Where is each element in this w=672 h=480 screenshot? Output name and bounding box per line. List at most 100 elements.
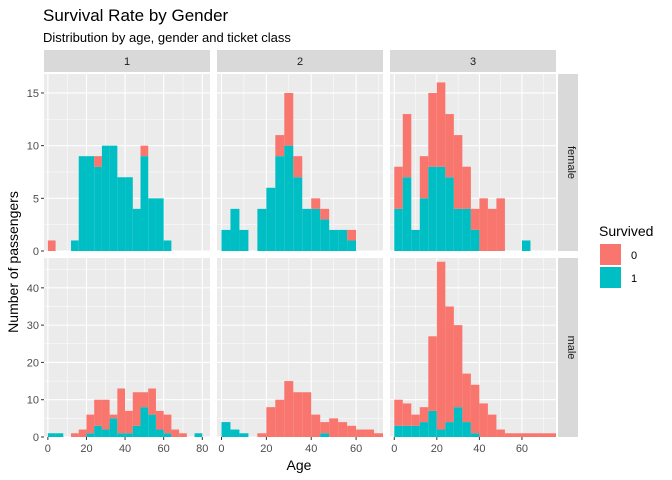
bar-survived: [402, 425, 412, 437]
bar-not-survived: [530, 433, 539, 437]
bar-not-survived: [293, 392, 303, 437]
bar-survived: [521, 240, 531, 251]
bar-survived: [55, 433, 64, 437]
bar-survived: [155, 198, 164, 251]
y-tick-label: 0: [33, 432, 39, 444]
x-tick-label: 0: [218, 443, 224, 455]
bar-not-survived: [479, 198, 488, 251]
x-tick-label: 60: [516, 443, 528, 455]
bar-not-survived: [428, 336, 437, 411]
bar-survived: [311, 208, 321, 251]
bar-survived: [394, 425, 403, 437]
bar-not-survived: [155, 410, 164, 430]
bar-survived: [293, 177, 303, 251]
bar-survived: [470, 433, 480, 437]
legend-label: 0: [631, 250, 637, 262]
panel-female-3: [390, 74, 556, 252]
bar-not-survived: [462, 166, 471, 209]
bar-survived: [338, 229, 348, 251]
x-tick-label: 60: [350, 443, 362, 455]
bar-not-survived: [538, 433, 548, 437]
bar-not-survived: [109, 414, 118, 419]
bar-not-survived: [496, 198, 505, 251]
bar-survived: [86, 433, 95, 437]
bar-not-survived: [78, 429, 87, 437]
bar-not-survived: [171, 429, 180, 437]
bar-survived: [117, 433, 126, 437]
bar-survived: [470, 229, 480, 251]
bar-not-survived: [419, 407, 429, 423]
bar-not-survived: [140, 145, 149, 157]
bar-survived: [140, 407, 149, 437]
bar-not-survived: [347, 229, 357, 241]
bar-survived: [347, 240, 357, 251]
bar-survived: [284, 145, 294, 251]
bar-survived: [428, 166, 437, 251]
bar-not-survived: [436, 261, 446, 430]
bar-not-survived: [347, 425, 357, 437]
bar-survived: [101, 429, 110, 437]
bar-not-survived: [445, 306, 454, 423]
facet-strip-label: 3: [470, 56, 476, 68]
bar-not-survived: [521, 433, 531, 437]
bar-survived: [94, 425, 102, 437]
bar-not-survived: [453, 135, 463, 209]
bar-survived: [402, 177, 412, 251]
bar-not-survived: [311, 198, 321, 209]
bar-not-survived: [453, 325, 463, 408]
bar-not-survived: [436, 82, 446, 167]
facet-strip-male: [558, 258, 578, 437]
bar-not-survived: [547, 433, 556, 437]
bar-not-survived: [117, 388, 126, 434]
bar-survived: [221, 422, 231, 437]
bar-not-survived: [356, 429, 366, 437]
bar-not-survived: [86, 414, 95, 434]
bar-survived: [411, 229, 420, 251]
bar-survived: [320, 219, 330, 251]
bar-not-survived: [275, 399, 285, 437]
bar-not-survived: [140, 392, 149, 408]
bar-survived: [148, 198, 156, 251]
bar-survived: [257, 208, 267, 251]
legend-key-1: [600, 267, 621, 288]
bar-not-survived: [293, 156, 303, 178]
bar-survived: [194, 433, 203, 437]
bar-not-survived: [365, 429, 375, 437]
bar-not-survived: [179, 433, 187, 437]
bar-survived: [140, 156, 149, 251]
bar-survived: [329, 229, 339, 251]
y-axis-label: Number of passengers: [5, 191, 21, 333]
bar-survived: [155, 429, 164, 437]
bar-not-survived: [101, 399, 110, 430]
bar-not-survived: [320, 422, 330, 434]
facet-strip-label: female: [565, 146, 577, 179]
bar-survived: [148, 414, 156, 437]
bar-survived: [132, 208, 141, 251]
x-tick-label: 40: [119, 443, 131, 455]
bar-not-survived: [402, 114, 412, 178]
bar-survived: [436, 429, 446, 437]
bar-survived: [125, 433, 133, 437]
bar-not-survived: [374, 433, 383, 437]
x-tick-label: 40: [473, 443, 485, 455]
y-tick-label: 10: [27, 141, 39, 153]
bar-not-survived: [394, 166, 403, 209]
x-tick-label: 20: [431, 443, 443, 455]
bar-survived: [394, 208, 403, 251]
bar-not-survived: [394, 399, 403, 426]
bar-survived: [419, 198, 429, 251]
bar-survived: [78, 156, 87, 251]
bar-not-survived: [257, 433, 267, 437]
bar-survived: [462, 422, 471, 437]
x-tick-label: 20: [80, 443, 92, 455]
panel-male-1: [44, 258, 210, 438]
bar-not-survived: [338, 422, 348, 437]
bar-survived: [163, 240, 172, 251]
x-axis-label: Age: [287, 457, 312, 473]
bar-not-survived: [284, 92, 294, 146]
legend-key-0: [600, 244, 621, 265]
panel-female-2: [217, 74, 383, 252]
facet-strip-label: 1: [124, 56, 130, 68]
x-tick-label: 40: [305, 443, 317, 455]
